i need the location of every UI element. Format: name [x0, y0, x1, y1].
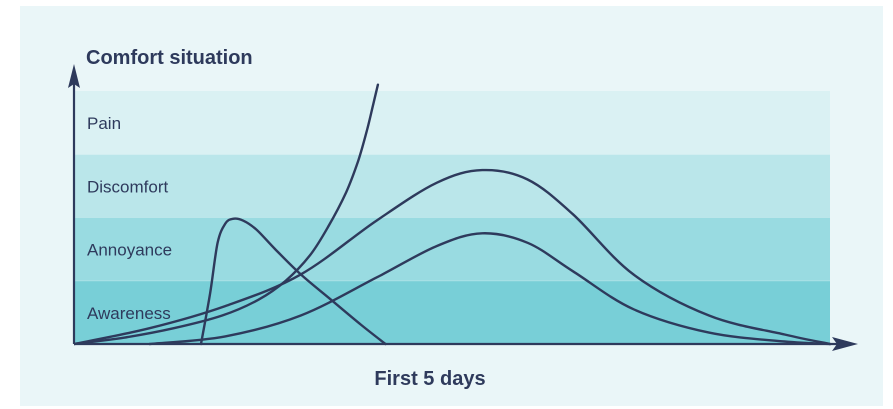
- comfort-chart: Awareness Annoyance Discomfort Pain Comfort…: [68, 47, 858, 390]
- band-annoyance: [74, 217, 830, 281]
- band-label-annoyance: Annoyance: [87, 241, 172, 260]
- band-discomfort: [74, 154, 830, 218]
- band-label-discomfort: Discomfort: [87, 177, 169, 196]
- band-label-pain: Pain: [87, 114, 121, 133]
- band-labels-layer: Awareness Annoyance Discomfort Pain: [87, 114, 172, 323]
- y-axis-arrow-icon: [68, 64, 80, 88]
- chart-title: Comfort situation: [86, 47, 253, 69]
- series-line-mid-curve: [148, 232, 832, 346]
- bands-layer: [74, 91, 830, 344]
- band-pain: [74, 91, 830, 155]
- x-axis-arrow-icon: [832, 337, 858, 351]
- chart-panel: Awareness Annoyance Discomfort Pain Comfort…: [20, 6, 883, 406]
- band-label-awareness: Awareness: [87, 304, 171, 323]
- x-axis-label: First 5 days: [374, 368, 485, 390]
- series-line-early-spike: [199, 217, 387, 346]
- series-layer: [74, 83, 832, 346]
- series-line-steep-rise: [74, 83, 380, 346]
- series-line-high-curve: [74, 168, 832, 346]
- axes-layer: [68, 64, 858, 351]
